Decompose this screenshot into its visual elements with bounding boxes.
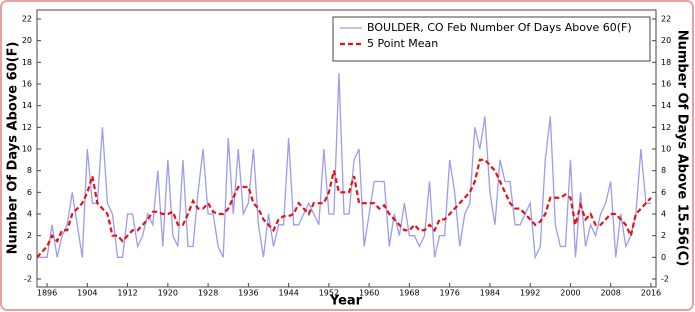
y2-tick-label: 0 <box>661 253 666 262</box>
x-tick-label: 1928 <box>198 289 218 298</box>
y2-tick-label: 18 <box>661 58 671 67</box>
x-tick-label: 1984 <box>480 289 500 298</box>
y2-tick-label: 12 <box>661 123 671 132</box>
x-tick-label: 1920 <box>158 289 178 298</box>
y2-tick-label: 8 <box>661 166 666 175</box>
x-tick-label: 2008 <box>601 289 621 298</box>
x-tick-label: 1904 <box>77 289 97 298</box>
y2-tick-label: 14 <box>661 101 671 110</box>
x-tick-label: 1976 <box>439 289 459 298</box>
x-tick-label: 1968 <box>399 289 419 298</box>
y2-tick-label: 10 <box>661 145 671 154</box>
y-tick-label: 4 <box>27 210 32 219</box>
y2-tick-label: 22 <box>661 15 671 24</box>
y-tick-label: -2 <box>24 275 32 284</box>
y2-tick-label: 4 <box>661 210 666 219</box>
y-tick-label: 20 <box>22 36 32 45</box>
y-tick-label: 10 <box>22 145 32 154</box>
legend-box <box>332 16 651 62</box>
y2-tick-label: -2 <box>661 275 669 284</box>
series-line <box>37 73 651 260</box>
y-tick-label: 18 <box>22 58 32 67</box>
x-tick-label: 1936 <box>238 289 258 298</box>
legend-label: BOULDER, CO Feb Number Of Days Above 60(… <box>367 21 632 34</box>
y-tick-label: 12 <box>22 123 32 132</box>
x-tick-label: 2016 <box>641 289 661 298</box>
y2-tick-label: 16 <box>661 80 671 89</box>
y-tick-label: 16 <box>22 80 32 89</box>
x-tick-label: 1952 <box>319 289 339 298</box>
x-tick-label: 1912 <box>117 289 137 298</box>
y-tick-label: 0 <box>27 253 32 262</box>
legend-label: 5 Point Mean <box>367 37 438 50</box>
y-tick-label: 2 <box>27 231 32 240</box>
x-tick-label: 2000 <box>560 289 580 298</box>
y-tick-label: 8 <box>27 166 32 175</box>
y-tick-label: 22 <box>22 15 32 24</box>
x-tick-label: 1992 <box>520 289 540 298</box>
series-line <box>36 158 652 259</box>
y-axis-label: Number Of Days Above 60(F) <box>6 42 21 255</box>
y-tick-label: 6 <box>27 188 32 197</box>
x-axis-label: Year <box>329 294 363 309</box>
x-tick-label: 1896 <box>37 289 57 298</box>
legend <box>332 16 651 62</box>
x-tick-label: 1944 <box>278 289 298 298</box>
x-tick-label: 1960 <box>359 289 379 298</box>
y2-tick-label: 6 <box>661 188 666 197</box>
y2-axis-label: Number Of Days Above 15.56(C) <box>675 30 690 267</box>
y2-tick-label: 20 <box>661 36 671 45</box>
y-tick-label: 14 <box>22 101 32 110</box>
y2-tick-label: 2 <box>661 231 666 240</box>
